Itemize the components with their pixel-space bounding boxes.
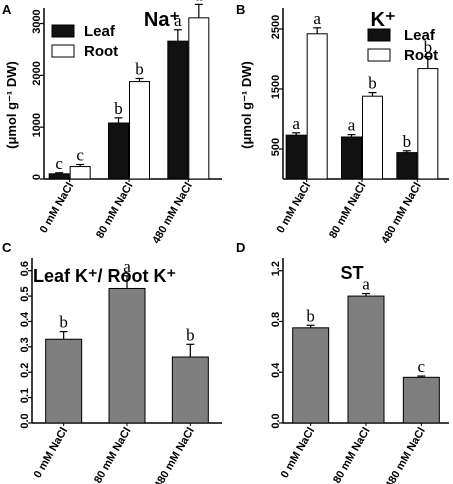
y-tick-label: 0.4 [19,311,31,327]
category-label: 0 mM NaCl [38,181,77,236]
significance-label: b [306,306,315,325]
y-tick-label: 1500 [270,75,282,99]
legend-label-root: Root [84,43,118,60]
category-label: 480 mM NaCl [379,181,424,246]
panel-letter-a: A [2,2,12,17]
ylabel-a: (μmol g⁻¹ DW) [4,61,19,149]
significance-label: b [114,99,123,118]
panel-letter-d: D [236,240,245,255]
bar [188,17,210,180]
ylabel-b: (μmol g⁻¹ DW) [239,61,254,149]
bar [171,356,209,424]
significance-label: a [123,257,131,276]
category-label: 80 mM NaCl [94,181,136,241]
significance-label: b [368,74,377,93]
title-d: ST [340,263,363,283]
bar [108,122,129,180]
legend-label-root: Root [404,47,438,64]
y-tick-label: 0.5 [19,286,31,301]
y-tick-label: 0.2 [19,363,31,378]
significance-label: a [174,11,182,30]
significance-label: b [403,132,412,151]
bar [347,295,385,424]
panel-letter-c: C [2,240,12,255]
chart-d: 0.0 0.4 0.8 1.2 b 0 mM NaCl a 80 mM NaCl c 480 mM… [270,258,449,484]
legend-b: Leaf Root [367,27,438,64]
bar [108,287,146,424]
category-label: 480 mM NaCl [150,180,195,245]
significance-label: a [292,114,300,133]
significance-label: b [135,59,144,78]
y-tick-label: 1.2 [270,261,282,276]
panel-d: D 0.0 0.4 0.8 1.2 b 0 mM NaCl a 80 mM NaCl c 480 … [236,240,449,484]
significance-label: a [195,0,203,4]
category-label: 80 mM NaCl [327,181,369,241]
significance-label: c [55,154,63,173]
panel-b: B (μmol g⁻¹ DW) 500 1500 2500 a a 0 mM NaCl a b… [236,2,449,246]
chart-c: 0.0 0.1 0.2 0.3 0.4 0.5 0.6 b 0 mM NaCl a 80 mM Na… [19,257,222,484]
y-tick-label: 0.6 [19,261,31,276]
category-label: 80 mM NaCl [92,426,134,484]
y-tick-label: 500 [270,138,282,156]
y-tick-label: 0.0 [270,413,282,428]
category-label: 0 mM NaCl [279,426,318,481]
category-label: 480 mM NaCl [152,426,197,484]
legend-swatch-leaf [51,24,75,38]
bar [167,40,189,180]
legend-swatch-leaf [367,28,391,42]
y-tick-label: 0.4 [270,362,282,378]
bar [48,173,70,180]
legend-a: Leaf Root [51,23,118,60]
category-label: 0 mM NaCl [32,426,71,481]
bar [306,33,328,180]
bar [341,136,362,180]
significance-label: a [348,116,356,135]
title-b: K⁺ [371,9,396,31]
legend-swatch-root [51,44,75,58]
legend-label-leaf: Leaf [404,27,436,44]
bar [292,327,330,424]
y-tick-label: 1000 [31,113,43,137]
bar [362,95,383,180]
significance-label: b [424,38,433,57]
y-tick-label: 0.3 [19,337,31,352]
significance-label: a [313,9,321,28]
bar [285,134,307,180]
bar [396,152,418,180]
category-label: 0 mM NaCl [275,181,314,236]
significance-label: c [418,357,426,376]
y-tick-label: 2500 [270,15,282,39]
y-tick-label: 0.1 [19,388,31,403]
panel-c: C 0.0 0.1 0.2 0.3 0.4 0.5 0.6 b 0 mM NaCl a 80 mM … [2,240,222,484]
title-c: Leaf K⁺/ Root K⁺ [33,266,176,286]
y-tick-label: 2000 [31,61,43,85]
y-tick-label: 0 [31,174,43,180]
panel-letter-b: B [236,2,245,17]
significance-label: a [362,275,370,294]
category-label: 80 mM NaCl [331,426,373,484]
legend-swatch-root [367,48,391,62]
significance-label: c [76,145,84,164]
legend-label-leaf: Leaf [84,23,116,40]
bar [417,68,439,180]
significance-label: b [186,325,195,344]
y-tick-label: 3000 [31,9,43,33]
significance-label: b [59,313,68,332]
bar [129,81,150,180]
panel-a: A (μmol g⁻¹ DW) 0 1000 2000 3000 c c 0 mM NaCl… [2,0,222,246]
y-tick-label: 0.8 [270,312,282,327]
title-a: Na⁺ [144,9,180,31]
bar [402,376,440,424]
y-tick-label: 0.0 [19,413,31,428]
bar [45,338,83,424]
category-label: 480 mM NaCl [383,426,428,484]
bar [69,166,91,180]
